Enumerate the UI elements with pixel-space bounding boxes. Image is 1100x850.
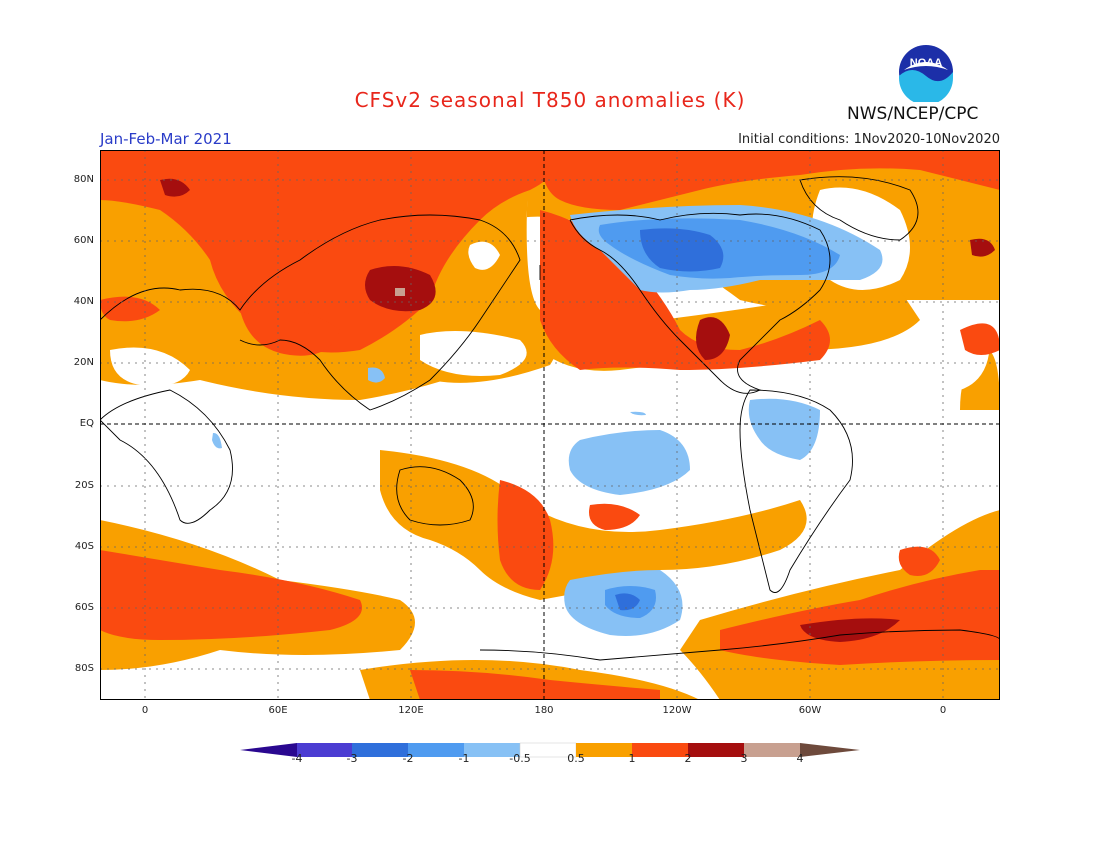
red-anomaly-regions	[100, 150, 1000, 700]
lat-label-40s: 40S	[74, 541, 94, 552]
legend-label-minus-4: -4	[291, 752, 303, 765]
legend-label-minus-0-5: -0.5	[509, 752, 531, 765]
legend-swatch-0-5-to-1	[576, 743, 632, 757]
legend-swatch-above-4	[800, 743, 860, 757]
lat-label-80s: 80S	[74, 663, 94, 674]
color-legend	[240, 742, 860, 758]
lat-label-eq: EQ	[79, 418, 94, 429]
legend-swatch-below-minus-4	[240, 743, 297, 757]
legend-label-minus-3: -3	[346, 752, 358, 765]
lat-label-20s: 20S	[74, 480, 94, 491]
legend-swatch-minus-4-to-minus-3	[297, 743, 352, 757]
legend-swatch-minus-3-to-minus-2	[352, 743, 408, 757]
lon-label-0-west: 0	[141, 705, 149, 716]
lon-label-120e: 120E	[398, 705, 424, 716]
period-label: Jan-Feb-Mar 2021	[100, 130, 232, 148]
legend-label-minus-2: -2	[402, 752, 414, 765]
legend-label-1: 1	[628, 752, 636, 765]
legend-swatch-minus-1-to-minus-0-5	[464, 743, 520, 757]
lon-label-120w: 120W	[662, 705, 692, 716]
agency-label: NWS/NCEP/CPC	[847, 104, 979, 124]
legend-swatch-2-to-3	[688, 743, 744, 757]
chart-title: CFSv2 seasonal T850 anomalies (K)	[354, 88, 746, 112]
strong-blue-anomaly-regions	[615, 228, 724, 611]
lat-label-60s: 60S	[74, 602, 94, 613]
legend-swatch-3-to-4	[744, 743, 800, 757]
noaa-logo-icon: NOAA	[897, 43, 955, 102]
lon-label-60w: 60W	[798, 705, 822, 716]
light-brown-anomaly-spot	[395, 288, 405, 296]
lon-label-180: 180	[534, 705, 554, 716]
lat-label-20n: 20N	[73, 357, 94, 368]
legend-label-minus-1: -1	[458, 752, 470, 765]
legend-swatch-minus-2-to-minus-1	[408, 743, 464, 757]
svg-text:NOAA: NOAA	[910, 57, 942, 69]
initial-conditions-label: Initial conditions: 1Nov2020-10Nov2020	[738, 132, 1000, 147]
legend-label-2: 2	[684, 752, 692, 765]
reference-lines	[100, 150, 1000, 700]
lat-label-80n: 80N	[73, 174, 94, 185]
lat-label-60n: 60N	[73, 235, 94, 246]
legend-label-4: 4	[796, 752, 804, 765]
continent-outlines	[100, 176, 1000, 661]
legend-swatch-1-to-2	[632, 743, 688, 757]
legend-label-0-5: 0.5	[567, 752, 585, 765]
lon-label-60e: 60E	[268, 705, 288, 716]
anomaly-map	[100, 150, 1000, 700]
lon-label-0-east: 0	[939, 705, 947, 716]
lat-label-40n: 40N	[73, 296, 94, 307]
legend-label-3: 3	[740, 752, 748, 765]
graticule	[100, 150, 1000, 700]
